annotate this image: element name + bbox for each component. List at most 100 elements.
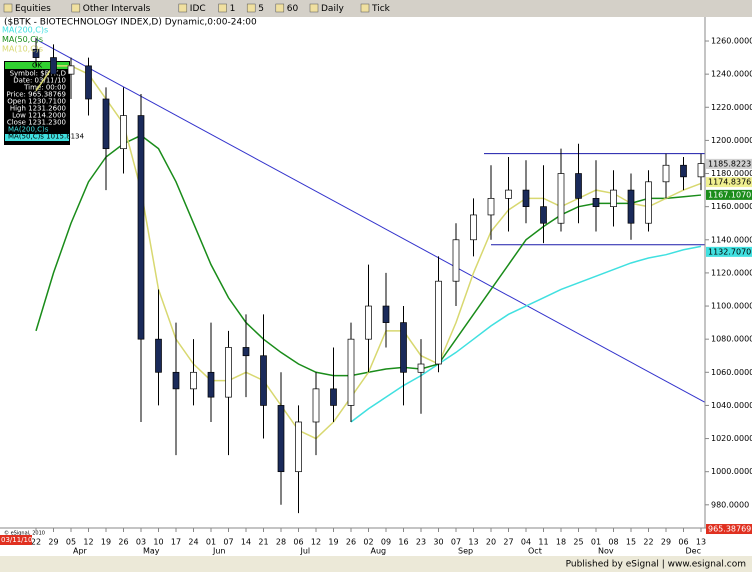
footer-bar: [0, 556, 752, 572]
candle-body: [242, 347, 250, 357]
x-tick-label: 22: [31, 538, 41, 547]
y-tick-label: 980.0000: [711, 500, 749, 509]
price-tag-label: 1185.8223: [708, 159, 751, 168]
month-label: Nov: [598, 547, 614, 556]
candle-body: [697, 163, 705, 178]
x-tick-label: 04: [521, 538, 531, 547]
toolbar-button[interactable]: Tick: [371, 4, 391, 14]
trend-line: [35, 38, 705, 403]
candle-body: [32, 48, 40, 58]
candle-body: [435, 280, 442, 365]
toolbar-button-icon[interactable]: [309, 3, 319, 13]
toolbar-button[interactable]: 1: [230, 4, 236, 14]
toolbar-button-icon[interactable]: [178, 3, 188, 13]
candle-body: [102, 98, 110, 150]
y-tick-label: 1200.0000: [711, 136, 752, 145]
y-tick-label: 1080.0000: [711, 335, 752, 344]
y-tick-label: 1140.0000: [711, 235, 752, 244]
candle-body: [662, 164, 670, 183]
candle-body: [172, 371, 180, 390]
x-tick-label: 26: [346, 538, 356, 547]
candle-body: [540, 206, 547, 224]
dw-row: Close 1231.2300: [7, 119, 66, 127]
candle-body: [347, 338, 355, 406]
x-tick-label: 15: [626, 538, 636, 547]
candle-body: [575, 173, 582, 199]
dw-row: MA(200,C)s: [8, 126, 49, 134]
candle-body: [557, 173, 565, 224]
x-tick-label: 01: [206, 538, 216, 547]
candle-body: [207, 371, 215, 398]
x-tick-label: 13: [468, 538, 478, 547]
x-tick-label: 22: [643, 538, 653, 547]
candle-body: [452, 239, 460, 282]
candle-body: [470, 214, 477, 241]
dw-row: High 1231.2600: [10, 105, 66, 113]
x-tick-label: 29: [661, 538, 671, 547]
toolbar-button[interactable]: IDC: [190, 4, 206, 14]
toolbar-button-icon[interactable]: [218, 3, 227, 13]
candle-body: [295, 421, 302, 473]
toolbar-button[interactable]: Equities: [15, 4, 51, 14]
candle-body: [417, 363, 425, 373]
ma-line: [350, 245, 702, 423]
candle-body: [505, 189, 512, 199]
candle-body: [522, 189, 530, 208]
x-tick-label: 10: [153, 538, 163, 547]
x-tick-label: 11: [538, 538, 548, 547]
y-tick-label: 1260.0000: [711, 37, 752, 46]
toolbar-button[interactable]: 60: [287, 4, 299, 14]
toolbar-button-icon[interactable]: [71, 3, 81, 13]
candle-body: [610, 189, 617, 208]
price-tag-label: 965.38769: [708, 525, 751, 534]
x-tick-label: 13: [696, 538, 706, 547]
data-window-bg: [4, 61, 70, 145]
month-label: Sep: [458, 547, 473, 556]
toolbar-button[interactable]: Daily: [321, 4, 344, 14]
x-tick-label: 29: [48, 538, 58, 547]
y-tick-label: 1160.0000: [711, 202, 752, 211]
toolbar-button-icon[interactable]: [246, 3, 256, 13]
month-label: Apr: [73, 547, 88, 556]
toolbar-button-icon[interactable]: [275, 3, 285, 13]
price-tag-label: 1132.7070: [708, 247, 751, 256]
plot: [32, 37, 705, 514]
candle-body: [382, 305, 390, 323]
price-tag: [706, 189, 752, 200]
candle-body: [627, 189, 635, 224]
cursor-date: 03/11/10: [1, 536, 32, 544]
toolbar-button[interactable]: 5: [258, 4, 264, 14]
ok-label[interactable]: OK: [32, 62, 43, 70]
x-tick-label: 17: [171, 538, 181, 547]
y-tick-label: 1100.0000: [711, 302, 752, 311]
x-tick-label: 09: [381, 538, 391, 547]
x-tick-label: 12: [311, 538, 321, 547]
toolbar-button-icon[interactable]: [360, 3, 370, 13]
candle-body: [137, 115, 145, 340]
y-tick-label: 1180.0000: [711, 169, 752, 178]
chart-title: ($BTK - BIOTECHNOLOGY INDEX,D) Dynamic,0…: [4, 18, 257, 28]
x-tick-label: 14: [241, 538, 251, 547]
dw-row: Open 1230.7100: [7, 98, 66, 106]
x-tick-label: 12: [83, 538, 93, 547]
x-tick-label: 26: [118, 538, 128, 547]
x-tick-label: 16: [398, 538, 408, 547]
toolbar-button[interactable]: Other Intervals: [83, 4, 151, 14]
legend-entry: MA(200,C)s: [2, 26, 48, 35]
y-tick-label: 1220.0000: [711, 103, 752, 112]
copyright: © eSignal, 2010: [4, 530, 45, 537]
candle-body: [400, 322, 407, 373]
candle-body: [155, 338, 162, 373]
toolbar: [0, 0, 752, 17]
plot-area: [0, 17, 705, 528]
candle-body: [260, 355, 267, 406]
x-tick-label: 30: [433, 538, 443, 547]
toolbar-button-icon[interactable]: [3, 3, 13, 13]
month-label: Dec: [686, 547, 701, 556]
x-tick-label: 05: [66, 538, 76, 547]
x-tick-label: 01: [591, 538, 601, 547]
month-label: Jun: [212, 547, 226, 556]
ok-button[interactable]: [5, 62, 69, 69]
dw-row: Low 1214.2000: [12, 112, 66, 120]
